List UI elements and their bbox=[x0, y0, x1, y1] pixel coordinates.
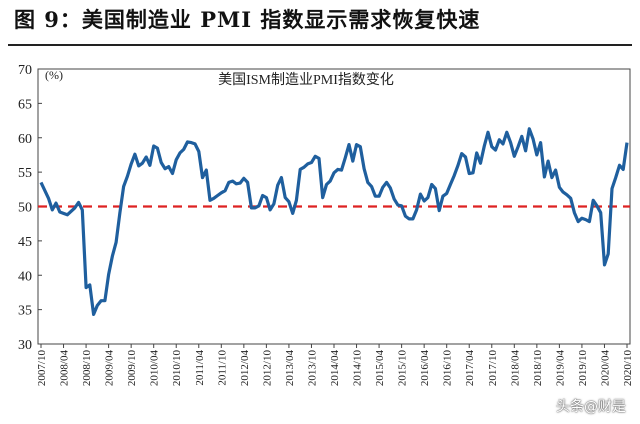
x-tick-label: 2008/04 bbox=[59, 350, 71, 387]
y-tick-label: 65 bbox=[18, 97, 32, 112]
y-tick-label: 55 bbox=[18, 166, 32, 181]
x-tick-label: 2010/04 bbox=[149, 350, 161, 387]
watermark: 头条@财是 bbox=[556, 399, 626, 415]
x-tick-label: 2014/04 bbox=[329, 350, 341, 387]
x-tick-label: 2019/04 bbox=[554, 350, 566, 387]
chart-title: 美国ISM制造业PMI指数变化 bbox=[218, 72, 394, 88]
x-tick-label: 2017/10 bbox=[487, 350, 499, 387]
x-tick-label: 2012/10 bbox=[261, 350, 273, 387]
y-tick-label: 60 bbox=[18, 132, 32, 147]
x-tick-label: 2012/04 bbox=[239, 350, 251, 387]
x-tick-label: 2011/04 bbox=[194, 350, 206, 386]
y-tick-label: 40 bbox=[18, 269, 32, 284]
x-tick-label: 2020/04 bbox=[599, 350, 611, 387]
x-axis: 2007/10 2008/04 2008/10 2009/04 2009/10 2010/… bbox=[36, 344, 634, 386]
y-unit-label: (%) bbox=[45, 68, 63, 82]
x-tick-label: 2019/10 bbox=[577, 350, 589, 387]
title-divider bbox=[8, 44, 632, 46]
x-tick-label: 2007/10 bbox=[36, 350, 48, 387]
x-tick-label: 2009/10 bbox=[126, 350, 138, 387]
x-tick-label: 2020/10 bbox=[622, 350, 634, 387]
x-tick-label: 2009/04 bbox=[104, 350, 116, 387]
x-tick-label: 2014/10 bbox=[352, 350, 364, 387]
x-tick-label: 2016/04 bbox=[419, 350, 431, 387]
x-tick-label: 2018/04 bbox=[509, 350, 521, 387]
pmi-series-line bbox=[39, 127, 629, 316]
x-tick-label: 2011/10 bbox=[216, 350, 228, 386]
figure-title: 图 9：美国制造业 PMI 指数显示需求恢复快速 bbox=[14, 7, 481, 32]
x-tick-label: 2008/10 bbox=[81, 350, 93, 387]
x-tick-label: 2017/04 bbox=[464, 350, 476, 387]
x-tick-label: 2015/10 bbox=[397, 350, 409, 387]
x-tick-label: 2010/10 bbox=[171, 350, 183, 387]
y-axis: 30 35 40 45 50 55 60 65 70 bbox=[18, 63, 42, 353]
y-tick-label: 50 bbox=[18, 201, 32, 216]
x-tick-label: 2015/04 bbox=[374, 350, 386, 387]
y-tick-label: 30 bbox=[18, 338, 32, 353]
y-tick-label: 70 bbox=[18, 63, 32, 78]
y-tick-label: 45 bbox=[18, 235, 32, 250]
x-tick-label: 2013/04 bbox=[284, 350, 296, 387]
x-tick-label: 2018/10 bbox=[532, 350, 544, 387]
x-tick-label: 2013/10 bbox=[306, 350, 318, 387]
x-tick-label: 2016/10 bbox=[442, 350, 454, 387]
y-tick-label: 35 bbox=[18, 304, 32, 319]
